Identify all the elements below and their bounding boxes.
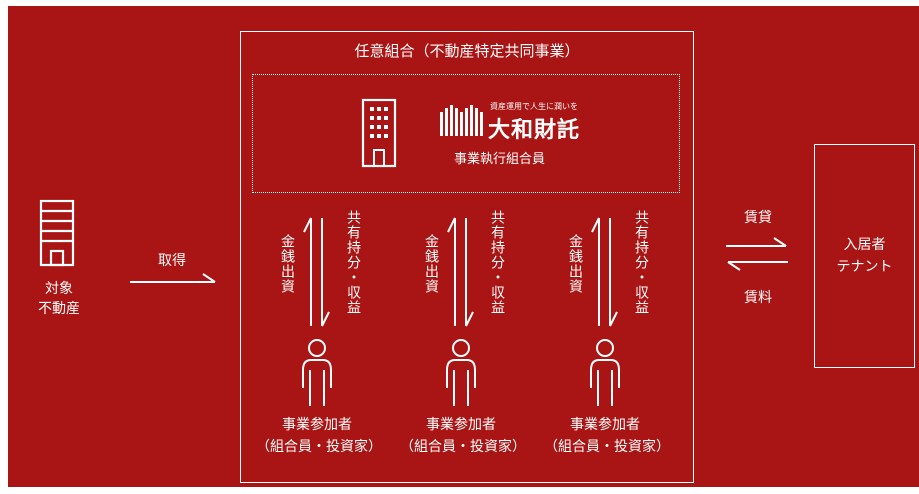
tenant-frame [814, 144, 915, 368]
office-building-icon [361, 98, 397, 168]
lease-label: 賃貸 [744, 210, 772, 226]
partnership-title: 任意組合（不動産特定共同事業） [354, 42, 580, 60]
acquire-arrow [130, 273, 216, 283]
tenant-label-line1: 入居者 [843, 237, 886, 253]
partnership-frame [240, 31, 694, 483]
exchange-arrows-2 [447, 217, 474, 327]
participant-role-3: （組合員・投資家） [544, 439, 670, 455]
invest-label-3: 金銭出資 [567, 234, 583, 294]
brand-logo-icon [440, 105, 483, 136]
executor-frame [252, 74, 680, 193]
invest-label-1: 金銭出資 [279, 234, 295, 294]
brand-tagline: 資産運用で人生に潤いを [490, 102, 578, 111]
tenant-label-line2: テナント [836, 259, 893, 275]
invest-label-2: 金銭出資 [423, 234, 439, 294]
participant-name-1: 事業参加者 [282, 417, 352, 433]
rent-label: 賃料 [744, 290, 772, 306]
participant-name-2: 事業参加者 [426, 417, 496, 433]
exchange-arrows-3 [591, 217, 618, 327]
lease-arrows [726, 237, 788, 271]
diagram-canvas: 対象 不動産 取得 任意組合（不動産特定共同事業） [8, 6, 919, 487]
participant-role-2: （組合員・投資家） [400, 439, 526, 455]
person-icon-2 [446, 339, 476, 406]
return-label-2: 共有持分・収益 [489, 210, 505, 315]
return-label-3: 共有持分・収益 [633, 210, 649, 315]
participant-name-3: 事業参加者 [570, 417, 640, 433]
return-label-1: 共有持分・収益 [345, 210, 361, 315]
building-icon [39, 199, 75, 267]
property-label-line2: 不動産 [38, 301, 80, 317]
acquire-label: 取得 [158, 253, 186, 269]
participant-role-1: （組合員・投資家） [256, 439, 382, 455]
property-label-line1: 対象 [45, 281, 73, 297]
exchange-arrows-1 [303, 217, 330, 327]
person-icon-3 [590, 339, 620, 406]
person-icon-1 [302, 339, 332, 406]
brand-name: 大和財託 [488, 118, 581, 143]
executor-role: 事業執行組合員 [454, 152, 546, 167]
